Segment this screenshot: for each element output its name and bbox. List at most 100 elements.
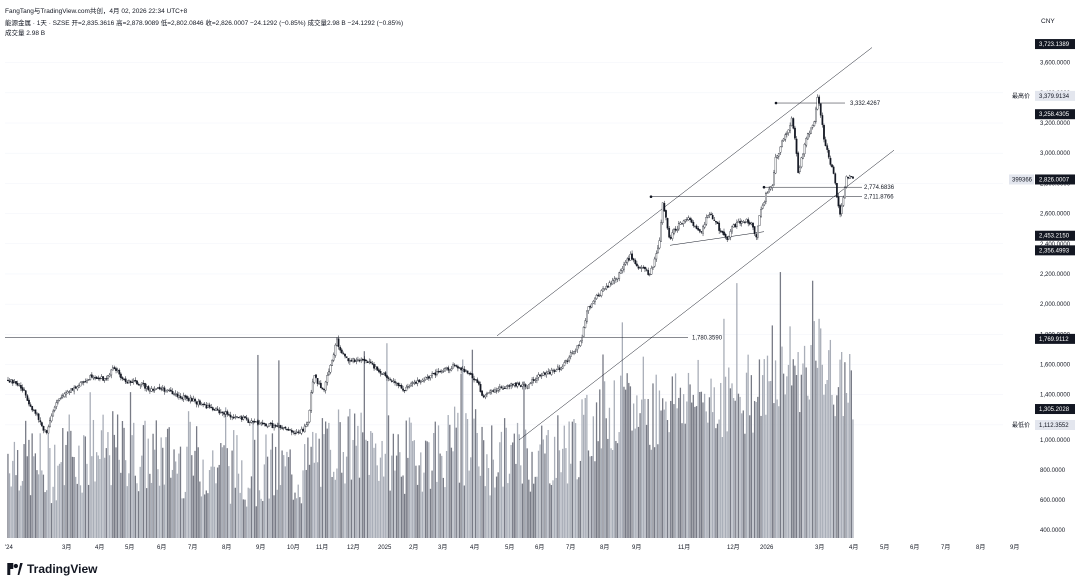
candle-body <box>281 427 284 429</box>
candle-body <box>557 366 559 370</box>
volume-bar <box>202 459 204 538</box>
candle-body <box>65 392 67 395</box>
price-tag-prefix: 399366 <box>1012 177 1033 183</box>
volume-bar <box>618 432 620 538</box>
volume-bar <box>631 430 633 538</box>
candle-body <box>249 421 251 424</box>
candle-body <box>831 164 833 168</box>
candle-body <box>361 359 364 361</box>
volume-bar <box>478 466 480 538</box>
candle-body <box>111 367 114 371</box>
volume-bar <box>350 479 353 538</box>
candle-body <box>821 115 824 125</box>
candle-body <box>273 425 275 429</box>
candle-body <box>613 278 616 282</box>
volume-bar <box>452 451 454 538</box>
volume-bar <box>220 443 222 538</box>
volume-bar <box>374 443 377 538</box>
price-tick-label: 3,600.0000 <box>1040 61 1071 67</box>
volume-bar <box>415 465 417 538</box>
volume-bar <box>134 475 136 538</box>
volume-bar <box>278 360 280 538</box>
volume-bar <box>25 420 27 538</box>
candle-body <box>302 428 304 432</box>
candle-body <box>816 97 819 110</box>
candle-body <box>50 415 53 422</box>
volume-bar <box>494 487 496 538</box>
candle-body <box>502 388 504 390</box>
candle-body <box>598 295 601 297</box>
volume-bar <box>605 418 607 538</box>
candle-body <box>734 223 737 228</box>
volume-bar <box>449 424 451 538</box>
volume-bar <box>650 449 653 538</box>
volume-bar <box>591 456 593 538</box>
candle-body <box>144 383 146 389</box>
price-tag <box>1035 174 1075 185</box>
volume-bar <box>420 452 422 538</box>
candle-body <box>450 368 453 371</box>
volume-bar <box>41 470 43 538</box>
annotation-label: 1,780.3590 <box>692 335 723 341</box>
candle-body <box>790 117 793 126</box>
candle-body <box>331 359 334 366</box>
volume-bar <box>747 354 749 538</box>
candle-body <box>719 230 722 232</box>
candle-body <box>550 370 553 375</box>
volume-bar <box>466 419 469 538</box>
volume-bar <box>463 485 465 538</box>
candle-body <box>94 377 96 379</box>
candle-body <box>511 384 514 386</box>
volume-bar <box>197 447 199 538</box>
candle-body <box>615 278 617 280</box>
price-tags: 3,723.1389 3,379.9134 最高价 3,258.4305 2,826.0… <box>1009 39 1075 430</box>
candle-body <box>731 226 733 232</box>
candle-body <box>37 413 40 420</box>
candle-body <box>737 221 740 223</box>
volume-bar <box>334 479 336 538</box>
volume-bar <box>626 373 628 538</box>
volume-bar <box>421 491 424 538</box>
volume-bar <box>33 456 35 538</box>
candle-body <box>271 423 274 428</box>
support-trend-line <box>669 231 765 246</box>
volume-bar <box>154 449 156 538</box>
candle-body <box>432 373 435 375</box>
candle-body <box>810 127 812 134</box>
volume-bar <box>16 450 19 538</box>
candle-body <box>274 425 277 427</box>
volume-bar <box>684 423 686 538</box>
candle-body <box>384 372 387 376</box>
candle-body <box>411 382 414 385</box>
chart-grid <box>5 62 1003 426</box>
volume-bar <box>118 459 120 538</box>
candle-body <box>157 387 159 389</box>
drawing-anchor <box>762 185 766 189</box>
candle-body <box>211 407 214 411</box>
volume-bar <box>492 459 494 538</box>
volume-bar <box>291 474 293 538</box>
volume-bar <box>808 399 811 538</box>
volume-bar <box>845 393 848 538</box>
volume-bar <box>191 455 193 538</box>
price-tag <box>1035 230 1075 241</box>
volume-bar <box>128 473 130 538</box>
candle-body <box>387 377 390 379</box>
volume-bar <box>141 455 143 538</box>
candle-body <box>597 294 600 297</box>
volume-bar <box>716 423 719 538</box>
volume-bar <box>149 473 151 538</box>
volume-bar <box>258 490 261 538</box>
volume-bar <box>405 420 407 538</box>
volume-bar <box>116 414 119 538</box>
candle-body <box>808 132 811 135</box>
volume-bar <box>779 272 782 538</box>
candle-body <box>826 145 829 150</box>
candle-body <box>252 421 254 423</box>
candle-body <box>286 428 288 430</box>
time-tick-label: 9月 <box>256 544 265 551</box>
volume-bar <box>702 402 704 538</box>
candle-body <box>244 416 246 418</box>
volume-bar <box>850 370 852 538</box>
